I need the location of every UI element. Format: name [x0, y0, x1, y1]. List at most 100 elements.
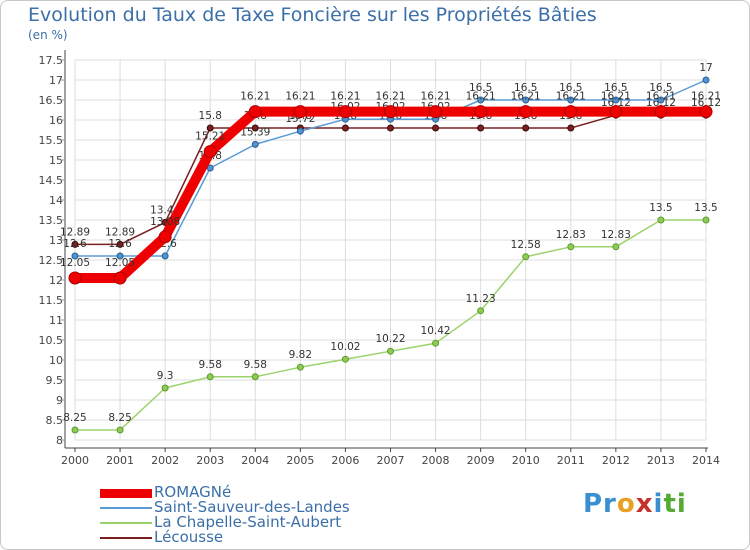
data-label-la-chapelle-saint-aubert: 12.83 [556, 229, 586, 241]
data-label-romagn-: 16.21 [285, 91, 315, 103]
data-point-saint-sauveur-des-landes [702, 76, 710, 84]
data-point-romagn- [429, 105, 443, 119]
data-point-saint-sauveur-des-landes [116, 252, 124, 260]
y-tick-label: 11.5 [39, 294, 64, 307]
x-tick-label: 2009 [467, 454, 495, 467]
data-label-la-chapelle-saint-aubert: 9.3 [157, 370, 174, 382]
data-label-la-chapelle-saint-aubert: 8.25 [63, 412, 86, 424]
data-point-saint-sauveur-des-landes [296, 127, 304, 135]
data-point-la-chapelle-saint-aubert [432, 339, 440, 347]
data-point-romagn- [699, 105, 713, 119]
data-label-la-chapelle-saint-aubert: 10.22 [375, 333, 405, 345]
data-label-la-chapelle-saint-aubert: 9.58 [199, 359, 222, 371]
legend-swatch-saint-sauveur [100, 507, 152, 509]
data-label-saint-sauveur-des-landes: 15.39 [240, 126, 270, 138]
data-label-romagn-: 12.05 [60, 257, 90, 269]
data-label-la-chapelle-saint-aubert: 12.83 [601, 229, 631, 241]
x-tick-label: 2005 [286, 454, 314, 467]
data-label-la-chapelle-saint-aubert: 10.42 [421, 325, 451, 337]
data-point-romagn- [474, 105, 488, 119]
logo-part: o [616, 489, 636, 519]
x-tick-label: 2012 [602, 454, 630, 467]
y-tick-label: 13.5 [39, 214, 64, 227]
x-tick-label: 2011 [557, 454, 585, 467]
data-point-la-chapelle-saint-aubert [116, 426, 124, 434]
y-tick-label: 12 [49, 274, 63, 287]
data-point-la-chapelle-saint-aubert [477, 307, 485, 315]
data-point-la-chapelle-saint-aubert [567, 243, 575, 251]
data-point-romagn- [248, 105, 262, 119]
data-label-romagn-: 15.21 [195, 131, 225, 143]
y-tick-label: 15.5 [39, 134, 64, 147]
legend-label-lecousse: Lécousse [154, 528, 224, 546]
data-label-saint-sauveur-des-landes: 12.6 [108, 238, 132, 250]
data-label-la-chapelle-saint-aubert: 9.58 [244, 359, 267, 371]
data-label-saint-sauveur-des-landes: 16.5 [604, 82, 627, 94]
data-point-saint-sauveur-des-landes [522, 96, 530, 104]
x-tick-label: 2004 [241, 454, 269, 467]
y-tick-label: 16 [49, 114, 63, 127]
data-label-romagn-: 16.21 [646, 91, 676, 103]
data-point-saint-sauveur-des-landes [206, 164, 214, 172]
data-point-l-cousse [71, 240, 79, 248]
data-point-saint-sauveur-des-landes [477, 96, 485, 104]
data-label-l-cousse: 12.89 [60, 226, 90, 238]
y-tick-label: 9 [56, 394, 63, 407]
x-tick-label: 2002 [151, 454, 179, 467]
data-point-romagn- [68, 271, 82, 285]
data-point-romagn- [654, 105, 668, 119]
y-tick-label: 17.5 [39, 54, 64, 67]
data-point-saint-sauveur-des-landes [567, 96, 575, 104]
data-label-la-chapelle-saint-aubert: 9.82 [289, 349, 312, 361]
data-point-l-cousse [341, 124, 349, 132]
data-point-romagn- [338, 105, 352, 119]
data-point-romagn- [384, 105, 397, 119]
data-point-l-cousse [567, 124, 575, 132]
y-tick-label: 12.5 [39, 254, 64, 267]
data-point-l-cousse [116, 240, 124, 248]
data-point-saint-sauveur-des-landes [71, 252, 79, 260]
x-tick-label: 2006 [331, 454, 359, 467]
data-label-romagn-: 16.21 [240, 91, 270, 103]
y-tick-label: 14.5 [39, 174, 64, 187]
logo-part: Pr [583, 489, 617, 519]
data-point-romagn- [293, 105, 307, 119]
data-label-la-chapelle-saint-aubert: 8.25 [108, 412, 131, 424]
y-tick-label: 15 [49, 154, 63, 167]
x-tick-label: 2007 [377, 454, 405, 467]
data-label-romagn-: 13.08 [150, 216, 180, 228]
data-label-la-chapelle-saint-aubert: 12.58 [511, 239, 541, 251]
data-label-romagn-: 12.05 [105, 257, 135, 269]
y-tick-label: 9.5 [46, 374, 64, 387]
x-tick-label: 2000 [61, 454, 89, 467]
logo-part: i [653, 489, 664, 519]
data-point-la-chapelle-saint-aubert [341, 355, 349, 363]
y-tick-label: 14 [49, 194, 63, 207]
data-point-la-chapelle-saint-aubert [251, 373, 259, 381]
data-label-saint-sauveur-des-landes: 16.5 [514, 82, 537, 94]
y-tick-label: 10 [49, 354, 63, 367]
data-label-l-cousse: 16.12 [691, 97, 721, 109]
data-point-romagn- [203, 145, 217, 159]
y-tick-label: 8.5 [46, 414, 64, 427]
proxiti-logo: Proxiti [583, 489, 687, 519]
legend-swatch-romagne [100, 489, 152, 498]
data-point-l-cousse [206, 124, 214, 132]
data-point-romagn- [609, 105, 623, 119]
data-point-la-chapelle-saint-aubert [296, 363, 304, 371]
data-label-saint-sauveur-des-landes: 16.5 [559, 82, 582, 94]
data-point-saint-sauveur-des-landes [251, 140, 259, 148]
data-label-romagn-: 16.21 [556, 91, 586, 103]
data-point-saint-sauveur-des-landes [657, 96, 665, 104]
data-label-saint-sauveur-des-landes: 16.5 [649, 82, 672, 94]
data-point-l-cousse [387, 124, 394, 132]
data-point-saint-sauveur-des-landes [612, 96, 620, 104]
legend-label-la-chapelle: La Chapelle-Saint-Aubert [154, 513, 342, 531]
data-point-l-cousse [432, 124, 440, 132]
data-label-romagn-: 16.21 [375, 91, 405, 103]
logo-part: x [635, 489, 654, 519]
data-point-l-cousse [522, 124, 530, 132]
x-tick-label: 2001 [106, 454, 134, 467]
data-point-l-cousse [477, 124, 485, 132]
